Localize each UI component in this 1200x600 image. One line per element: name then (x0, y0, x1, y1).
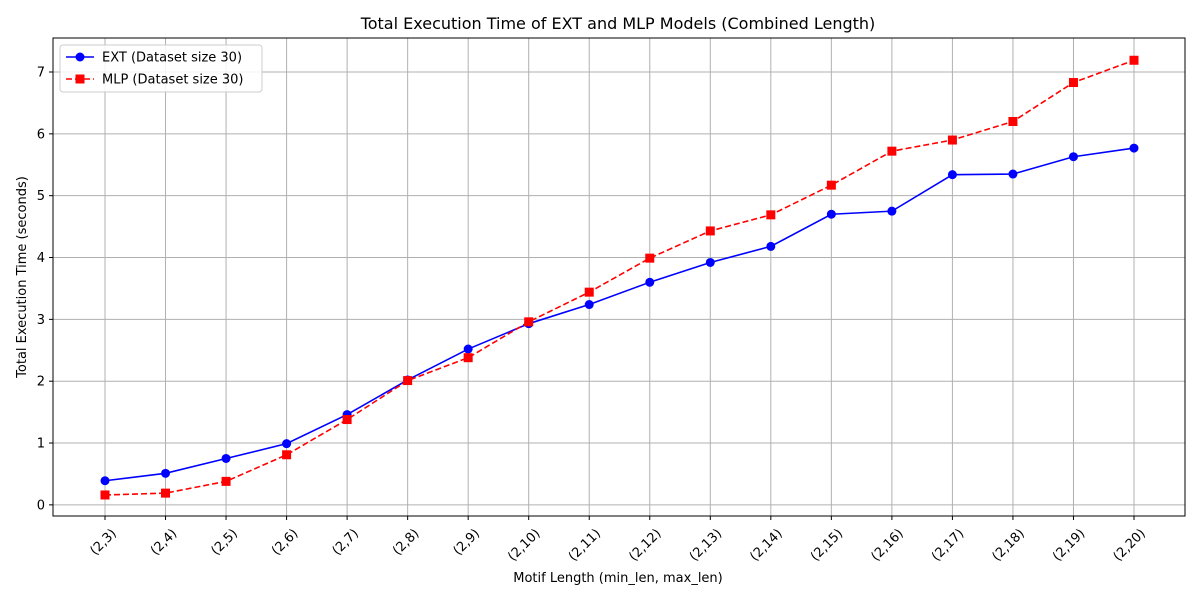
legend-label: EXT (Dataset size 30) (102, 51, 242, 66)
series-mlp (100, 55, 1139, 500)
x-tick-label: (2,4) (148, 526, 180, 558)
x-axis-ticks: (2,3) (2,4) (2,5) (2,6) (2,7) (2,8) (2,9) (2,10… (87, 516, 1149, 564)
x-tick-label: (2,19) (1050, 526, 1088, 564)
y-axis-label: Total Execution Time (seconds) (15, 176, 30, 379)
y-axis-ticks: 0 1 2 3 4 5 6 7 (37, 66, 53, 513)
x-tick-label: (2,7) (330, 526, 362, 558)
data-point (1129, 55, 1139, 65)
y-tick-label: 4 (37, 251, 45, 266)
data-point (100, 490, 110, 500)
x-tick-label: (2,14) (747, 526, 785, 564)
data-point (161, 468, 171, 478)
series-ext (100, 143, 1139, 486)
x-tick-label: (2,16) (868, 526, 906, 564)
legend-item: MLP (Dataset size 30) (66, 73, 244, 88)
data-point (584, 287, 594, 297)
data-point (645, 277, 655, 287)
data-point (1068, 152, 1078, 162)
legend-label: MLP (Dataset size 30) (102, 73, 244, 88)
data-point (584, 300, 594, 310)
data-point (463, 353, 473, 363)
data-point (645, 253, 655, 263)
x-tick-label: (2,15) (808, 526, 846, 564)
series-line (104, 147, 1135, 482)
series-layer (100, 55, 1139, 500)
x-tick-label: (2,10) (505, 526, 543, 564)
data-point (161, 488, 171, 498)
data-point (282, 439, 292, 449)
x-tick-label: (2,6) (269, 526, 301, 558)
y-tick-label: 1 (37, 437, 45, 452)
data-point (100, 476, 110, 486)
y-tick-label: 2 (37, 375, 45, 390)
x-tick-label: (2,17) (929, 526, 967, 564)
chart-title: Total Execution Time of EXT and MLP Mode… (360, 14, 876, 33)
x-tick-label: (2,20) (1111, 526, 1149, 564)
data-point (826, 209, 836, 219)
data-point (221, 476, 231, 486)
legend-box (59, 44, 263, 93)
y-tick-label: 0 (37, 498, 45, 513)
y-tick-label: 7 (37, 66, 45, 81)
data-point (1068, 78, 1078, 88)
data-point (1008, 116, 1018, 126)
data-point (947, 135, 957, 145)
x-tick-label: (2,12) (626, 526, 664, 564)
data-point (947, 170, 957, 180)
x-tick-label: (2,3) (87, 526, 119, 558)
x-axis-label: Motif Length (min_len, max_len) (513, 571, 723, 586)
x-tick-label: (2,11) (566, 526, 604, 564)
x-tick-label: (2,9) (451, 526, 483, 558)
data-point (524, 317, 534, 327)
data-point (75, 52, 85, 62)
data-point (463, 344, 473, 354)
grid (53, 38, 1185, 516)
y-tick-label: 3 (37, 313, 45, 328)
legend: EXT (Dataset size 30) MLP (Dataset size 3… (59, 44, 263, 93)
x-tick-label: (2,13) (687, 526, 725, 564)
data-point (403, 376, 413, 386)
data-point (766, 241, 776, 251)
data-point (282, 450, 292, 460)
data-point (887, 146, 897, 156)
data-point (1008, 169, 1018, 179)
series-line (104, 59, 1135, 496)
legend-item: EXT (Dataset size 30) (66, 51, 242, 66)
data-point (1129, 143, 1139, 153)
data-point (221, 453, 231, 463)
data-point (75, 74, 85, 84)
x-tick-label: (2,5) (208, 526, 240, 558)
data-point (342, 415, 352, 425)
y-tick-label: 5 (37, 189, 45, 204)
data-point (887, 206, 897, 216)
data-point (705, 257, 715, 267)
x-tick-label: (2,8) (390, 526, 422, 558)
data-point (705, 226, 715, 236)
axes-frame (52, 37, 1186, 517)
x-tick-label: (2,18) (990, 526, 1028, 564)
y-tick-label: 6 (37, 127, 45, 142)
data-point (826, 180, 836, 190)
data-point (766, 210, 776, 220)
